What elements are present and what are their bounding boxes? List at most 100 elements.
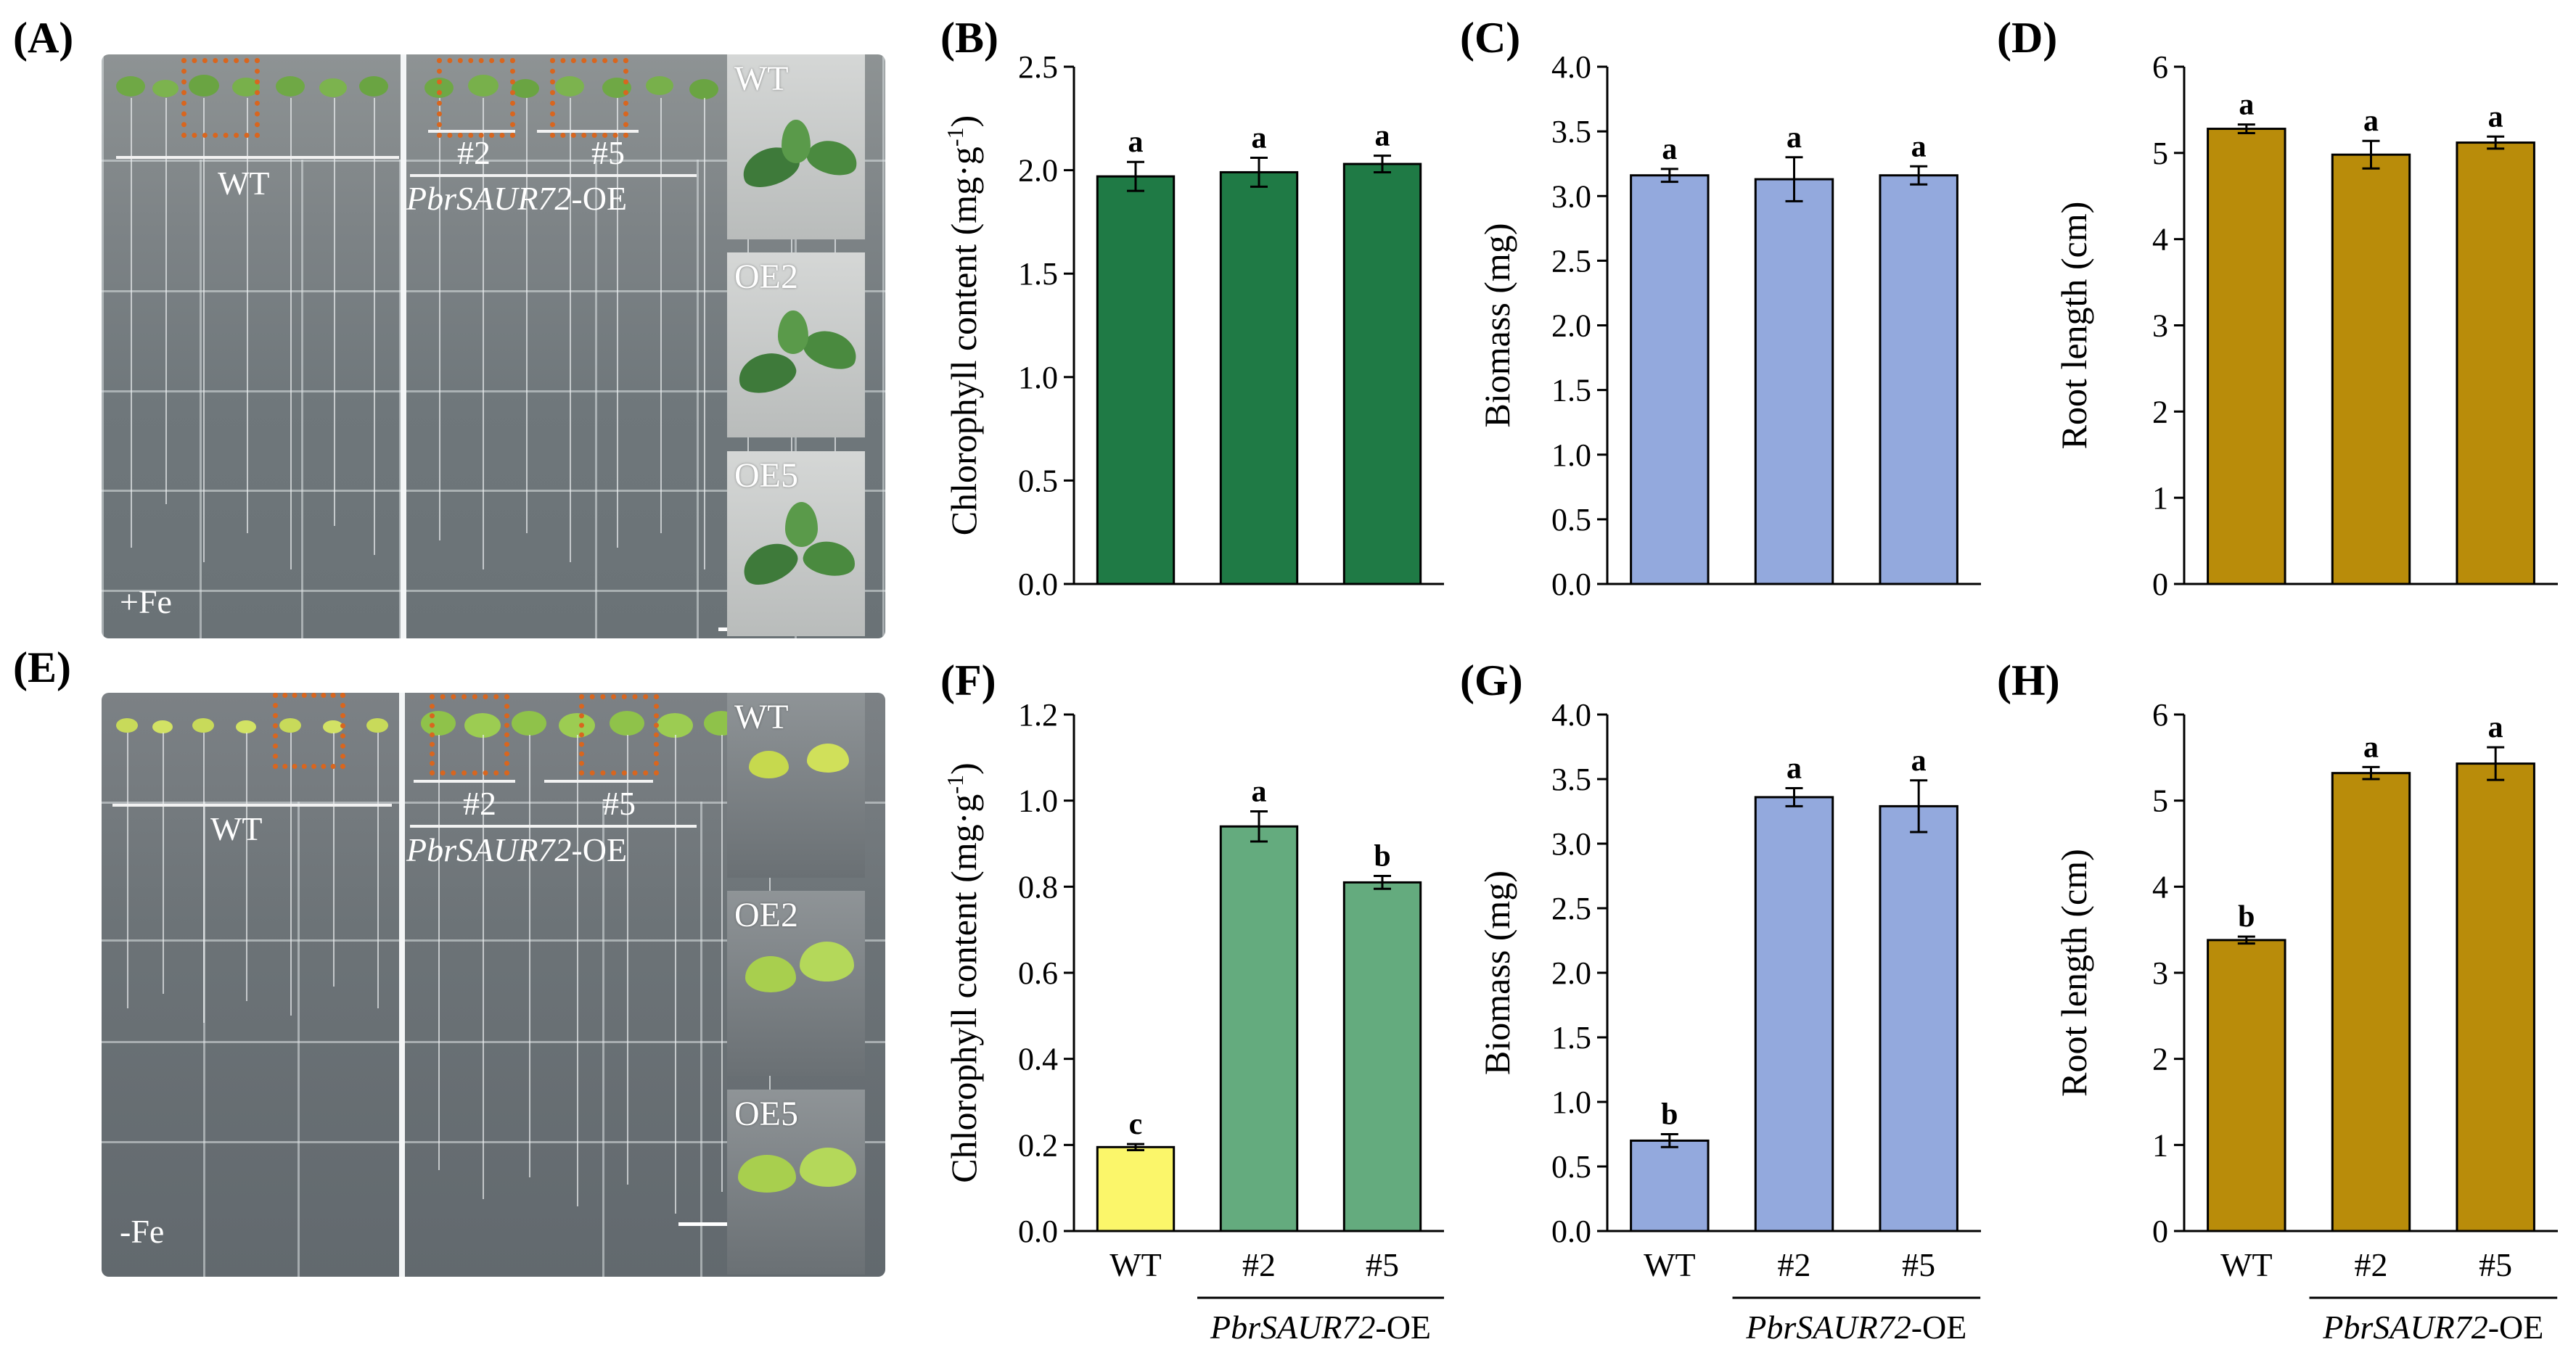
y-tick-label: 0.8 — [1018, 869, 1058, 905]
plate-line5-label-nofe: #5 — [602, 785, 636, 822]
panel-label-d: (D) — [1997, 14, 2058, 62]
y-tick-label: 0.0 — [1018, 1214, 1058, 1249]
y-tick-label: 0.2 — [1018, 1127, 1058, 1163]
chart-B: 0.0 0.5 1.0 1.5 2.0 2.5 Chlorophyll content (m… — [942, 49, 1444, 602]
plate-condition-label-nofe: -Fe — [120, 1213, 165, 1250]
chart-C: 0.0 0.5 1.0 1.5 2.0 2.5 3.0 3.5 4.0 Biomass (mg) a… — [1477, 49, 1981, 602]
bar-WT — [2207, 939, 2286, 1232]
y-axis-label: Biomass (mg) — [1477, 870, 1517, 1075]
significance-letter: b — [1374, 840, 1390, 873]
panel-label-h: (H) — [1997, 657, 2060, 704]
chart-F: 0.0 0.2 0.4 0.6 0.8 1.0 1.2 Chlorophyll content… — [942, 697, 1444, 1346]
y-tick-label: 0 — [2152, 1214, 2168, 1249]
y-tick-label: 2.0 — [1551, 955, 1591, 991]
significance-letter: b — [1661, 1098, 1678, 1132]
plate-line2-label: #2 — [457, 134, 491, 171]
zoom-box-wt-nofe — [273, 693, 345, 769]
y-tick-label: 1.5 — [1551, 373, 1591, 408]
y-tick-label: 2.5 — [1551, 891, 1591, 926]
y-tick-label: 0.6 — [1018, 955, 1058, 991]
panel-label-c: (C) — [1460, 14, 1521, 62]
significance-letter: a — [1662, 133, 1677, 166]
y-tick-label: 1 — [2152, 1127, 2168, 1163]
x-tick-label: #2 — [2355, 1246, 2388, 1283]
y-tick-label: 2 — [2152, 394, 2168, 429]
inset-oe2-nofe: OE2 — [727, 891, 865, 1076]
group-label: PbrSAUR72-OE — [1745, 1309, 1966, 1346]
y-tick-label: 4 — [2152, 869, 2168, 905]
panel-label-a: (A) — [13, 14, 74, 62]
significance-letter: a — [1787, 121, 1802, 155]
bar-oe2 — [1219, 825, 1299, 1232]
y-tick-label: 3.5 — [1551, 114, 1591, 149]
y-tick-label: 0.0 — [1018, 567, 1058, 602]
x-tick-label: #5 — [1902, 1246, 1935, 1283]
scale-bar-nofe — [678, 1222, 769, 1226]
inset-oe5-nofe: OE5 — [727, 1090, 865, 1275]
y-tick-label: 3 — [2152, 308, 2168, 344]
plate-line5-label: #5 — [591, 134, 625, 171]
plate-oe-label-nofe: PbrSAUR72-OE — [406, 831, 628, 868]
y-tick-label: 0.5 — [1018, 463, 1058, 498]
plate-wt-label-nofe: WT — [210, 810, 263, 847]
y-tick-label: 1.5 — [1551, 1020, 1591, 1055]
x-tick-label: #2 — [1778, 1246, 1811, 1283]
plate-line2-label-nofe: #2 — [463, 785, 496, 822]
y-tick-label: 0 — [2152, 567, 2168, 602]
significance-letter: a — [1911, 744, 1927, 778]
significance-letter: a — [1252, 775, 1267, 809]
significance-letter: a — [1787, 752, 1802, 785]
significance-letter: a — [2488, 711, 2503, 744]
significance-letter: a — [2488, 100, 2503, 133]
y-tick-label: 4.0 — [1551, 49, 1591, 85]
y-tick-label: 2.5 — [1018, 49, 1058, 85]
bar-oe2 — [2331, 772, 2411, 1232]
significance-letter: a — [2363, 730, 2379, 764]
x-tick-label: #5 — [2479, 1246, 2512, 1283]
inset-wt-nofe: WT — [727, 693, 865, 878]
significance-letter: b — [2238, 900, 2255, 934]
significance-letter: a — [1911, 130, 1927, 163]
bar-WT — [1096, 1145, 1176, 1232]
y-tick-label: 5 — [2152, 136, 2168, 171]
bar-oe2 — [1219, 170, 1299, 585]
x-tick-label: #2 — [1242, 1246, 1276, 1283]
bar-oe2 — [1754, 796, 1834, 1232]
significance-letter: a — [1375, 120, 1390, 153]
chart-D: 0 1 2 3 4 5 6 Root length (cm) a a a — [2054, 49, 2558, 602]
y-axis-label: Biomass (mg) — [1477, 223, 1517, 428]
significance-letter: a — [1252, 121, 1267, 155]
y-tick-label: 1.5 — [1018, 256, 1058, 292]
panel-label-e: (E) — [13, 643, 71, 691]
bar-oe5 — [1879, 174, 1958, 585]
zoom-box-oe5-nofe — [579, 694, 659, 775]
bar-oe5 — [1342, 881, 1422, 1232]
y-tick-label: 1.0 — [1551, 1084, 1591, 1120]
bar-oe5 — [2456, 141, 2535, 585]
zoom-box-oe2-nofe — [430, 694, 509, 775]
bar-oe5 — [2456, 762, 2535, 1232]
y-tick-label: 1.0 — [1018, 783, 1058, 819]
y-axis-label: Chlorophyll content (mg·g-1) — [942, 115, 984, 535]
y-tick-label: 0.5 — [1551, 1149, 1591, 1185]
inset-wt-fe: WT — [727, 54, 865, 239]
panel-label-g: (G) — [1460, 657, 1523, 704]
y-axis-label: Root length (cm) — [2054, 202, 2094, 450]
x-tick-label: WT — [1109, 1246, 1162, 1283]
y-tick-label: 0.4 — [1018, 1042, 1058, 1077]
panel-label-f: (F) — [940, 657, 996, 704]
chart-G: 0.0 0.5 1.0 1.5 2.0 2.5 3.0 3.5 4.0 Biomass (mg) b… — [1477, 697, 1981, 1346]
y-tick-label: 4.0 — [1551, 697, 1591, 733]
bar-WT — [1630, 1139, 1710, 1232]
y-tick-label: 3.0 — [1551, 826, 1591, 862]
significance-letter: a — [2363, 104, 2379, 138]
y-tick-label: 5 — [2152, 783, 2168, 819]
bar-WT — [1630, 174, 1710, 585]
significance-letter: c — [1129, 1108, 1143, 1141]
y-tick-label: 6 — [2152, 49, 2168, 85]
bar-oe5 — [1879, 804, 1958, 1232]
zoom-box-oe2-fe — [437, 58, 515, 138]
zoom-box-oe5-fe — [550, 58, 628, 138]
significance-letter: a — [2239, 89, 2254, 122]
